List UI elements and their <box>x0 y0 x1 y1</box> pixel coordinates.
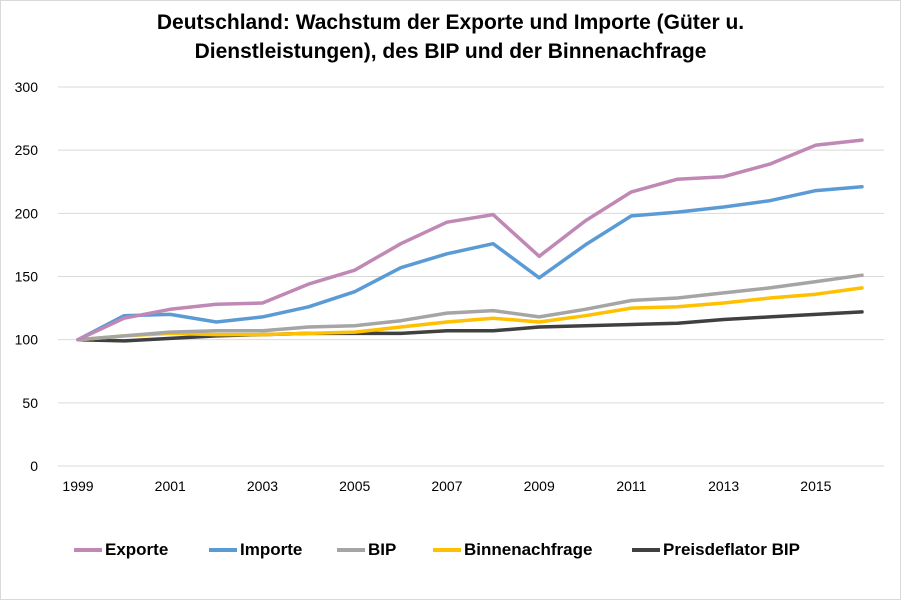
legend-label: Exporte <box>105 540 169 559</box>
y-axis-ticks: 0 50 100 150 200 250 300 <box>15 79 39 474</box>
y-tick-label: 300 <box>15 79 39 95</box>
chart-title-line-2: Dienstleistungen), des BIP und der Binne… <box>194 40 707 63</box>
legend-item: Preisdeflator BIP <box>632 537 800 563</box>
legend-swatch <box>74 548 102 552</box>
legend-item: Binnenachfrage <box>433 537 592 563</box>
x-tick-label: 1999 <box>62 478 93 494</box>
legend-swatch <box>209 548 237 552</box>
x-tick-label: 2011 <box>616 478 646 494</box>
series-line-exporte <box>76 138 864 342</box>
legend-label: BIP <box>368 540 397 559</box>
chart-title-line-1: Deutschland: Wachstum der Exporte und Im… <box>156 11 745 34</box>
legend-swatch <box>433 548 461 552</box>
y-tick-label: 150 <box>15 269 39 285</box>
legend-label: Importe <box>240 540 303 559</box>
x-tick-label: 2005 <box>339 478 370 494</box>
y-tick-label: 50 <box>22 395 38 411</box>
y-tick-label: 100 <box>15 332 39 348</box>
y-tick-label: 250 <box>15 142 39 158</box>
series-line-preisdeflator-bip <box>76 310 864 343</box>
legend-label: Binnenachfrage <box>464 540 593 559</box>
y-tick-label: 0 <box>30 458 38 474</box>
legend: Exporte Importe BIP Binnenachfrage Preisdefl… <box>0 537 901 563</box>
gridlines <box>58 86 884 467</box>
legend-item: Importe <box>209 537 302 563</box>
y-tick-label: 200 <box>15 205 39 221</box>
x-tick-label: 2009 <box>524 478 555 494</box>
x-tick-label: 2001 <box>155 478 186 494</box>
legend-label: Preisdeflator BIP <box>663 540 800 559</box>
legend-swatch <box>337 548 365 552</box>
x-tick-label: 2013 <box>708 478 739 494</box>
legend-item: BIP <box>337 537 396 563</box>
chart-title: Deutschland: Wachstum der Exporte und Im… <box>0 8 901 66</box>
legend-item: Exporte <box>74 537 168 563</box>
x-tick-label: 2003 <box>247 478 278 494</box>
x-tick-label: 2007 <box>431 478 462 494</box>
legend-swatch <box>632 548 660 552</box>
x-axis-ticks: 1999 2001 2003 2005 2007 2009 2011 2013 2015 <box>62 478 831 494</box>
x-tick-label: 2015 <box>800 478 831 494</box>
series-line-binnenachfrage <box>76 286 864 342</box>
series-lines <box>76 138 864 343</box>
series-line-bip <box>76 273 864 342</box>
series-line-importe <box>76 185 864 342</box>
